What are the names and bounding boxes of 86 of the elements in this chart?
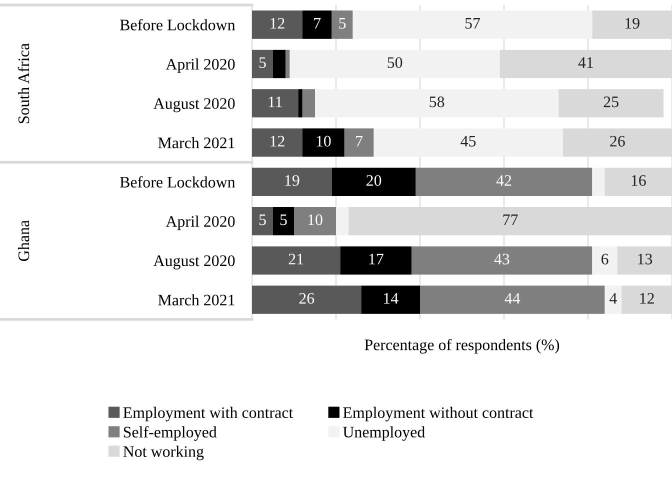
data-label: 43 xyxy=(494,254,510,264)
bar xyxy=(273,207,294,236)
text: Ghana xyxy=(18,220,30,261)
data-label: 25 xyxy=(604,96,618,108)
data-label: 20 xyxy=(366,175,382,186)
data-label: 77 xyxy=(503,214,518,226)
bar xyxy=(315,89,559,118)
data-label: 12 xyxy=(640,293,654,304)
bar xyxy=(252,50,273,78)
data-label: 26 xyxy=(299,293,314,304)
bar xyxy=(252,89,298,118)
bar xyxy=(622,286,672,314)
y-tick-label: August 2020 xyxy=(153,255,235,270)
data-label: 19 xyxy=(626,18,640,29)
bar xyxy=(617,246,672,275)
bar xyxy=(298,89,302,118)
y-tick-label: April 2020 xyxy=(166,58,235,73)
data-label: 5 xyxy=(259,214,266,226)
bar xyxy=(416,168,592,196)
bar xyxy=(604,286,622,314)
bar xyxy=(336,207,349,236)
bar xyxy=(302,89,315,118)
bar xyxy=(374,128,563,157)
bar xyxy=(592,246,618,275)
bar xyxy=(252,207,273,236)
data-label: 50 xyxy=(388,57,402,68)
bar xyxy=(361,286,420,314)
bar xyxy=(344,128,374,157)
data-label: 5 xyxy=(280,214,287,226)
data-label: 4 xyxy=(610,293,617,304)
data-label: 14 xyxy=(384,293,398,304)
legend-label: Not working xyxy=(123,446,204,460)
bar xyxy=(592,10,672,39)
y-tick-label: Before Lockdown xyxy=(120,176,236,188)
y-tick-label: March 2021 xyxy=(158,294,234,306)
legend-label: Employment without contract xyxy=(343,406,534,422)
data-label: 17 xyxy=(369,254,384,264)
data-label: 41 xyxy=(578,57,593,68)
text: South Africa xyxy=(18,43,30,124)
bar xyxy=(252,128,302,157)
bar xyxy=(286,50,290,78)
bar xyxy=(252,286,362,314)
bar xyxy=(290,50,500,78)
data-label: 10 xyxy=(308,214,322,226)
bar xyxy=(592,168,605,196)
bar xyxy=(252,246,340,275)
data-label: 26 xyxy=(610,136,625,147)
data-label: 5 xyxy=(259,57,266,68)
data-label: 44 xyxy=(504,293,520,304)
data-label: 57 xyxy=(465,18,480,29)
data-label: 13 xyxy=(638,254,652,264)
bar xyxy=(340,246,412,275)
data-label: 7 xyxy=(356,136,363,146)
bar xyxy=(412,246,592,275)
bar xyxy=(294,207,336,236)
data-label: 10 xyxy=(316,136,331,147)
bar xyxy=(420,286,605,314)
legend-label: Unemployed xyxy=(343,426,425,441)
data-label: 11 xyxy=(268,96,282,108)
bar xyxy=(302,128,344,157)
data-label: 7 xyxy=(314,18,321,29)
y-tick-label: Before Lockdown xyxy=(120,18,236,30)
data-label: 58 xyxy=(430,96,444,108)
bar xyxy=(604,168,672,196)
data-label: 5 xyxy=(339,18,346,29)
bar xyxy=(252,10,302,39)
data-label: 12 xyxy=(270,136,284,146)
data-label: 12 xyxy=(270,18,284,29)
data-label: 42 xyxy=(496,175,512,186)
data-label: 6 xyxy=(601,254,608,264)
bar xyxy=(302,10,332,39)
legend-label: Employment with contract xyxy=(123,406,294,422)
data-label: 19 xyxy=(285,175,300,186)
legend-label: Self-employed xyxy=(124,426,217,441)
bar xyxy=(352,10,592,39)
data-label: 21 xyxy=(288,254,304,264)
data-label: 45 xyxy=(460,136,476,147)
y-tick-label: March 2021 xyxy=(158,137,234,148)
y-tick-label: April 2020 xyxy=(166,216,235,230)
bar xyxy=(332,168,416,196)
x-axis-title: Percentage of respondents (%) xyxy=(364,338,560,354)
y-tick-label: August 2020 xyxy=(153,98,235,112)
bar xyxy=(332,10,353,39)
data-label: 16 xyxy=(632,175,646,186)
bar xyxy=(273,50,286,78)
bar xyxy=(252,168,332,196)
